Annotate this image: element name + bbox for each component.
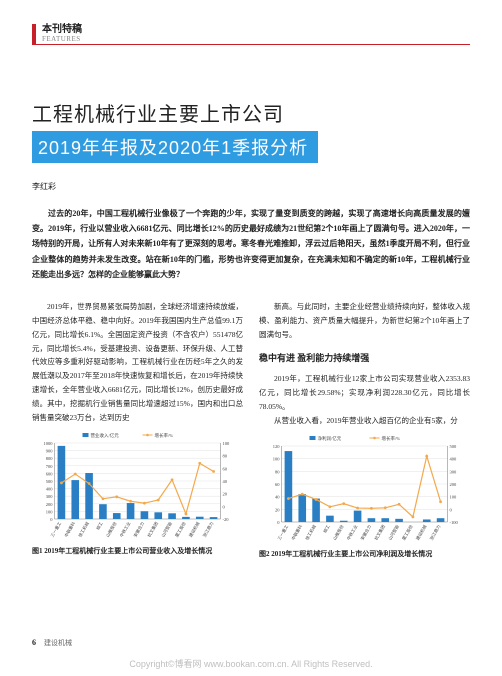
- svg-text:0: 0: [450, 507, 453, 512]
- body-columns: 2019年，世界贸易紧张局势加剧，全球经济增速持续放缓，中国经济总体平稳、稳中向…: [32, 300, 470, 561]
- svg-text:山河智能: 山河智能: [386, 523, 401, 542]
- svg-text:60: 60: [275, 482, 280, 487]
- right-p2: 从营业收入看，2019年营业收入超百亿的企业有5家，分: [259, 414, 470, 428]
- svg-text:山推股份: 山推股份: [104, 520, 119, 539]
- section-heading: 稳中有进 盈利能力持续增强: [259, 350, 470, 367]
- column-right: 新高。与此同时，主要企业经营业绩持续向好，整体收入规模、盈利能力、资产质量大幅提…: [259, 300, 470, 561]
- copyright-line: Copyright©博看网 www.bookan.com.cn. All Rig…: [0, 657, 502, 670]
- article-title: 工程机械行业主要上市公司: [32, 98, 470, 127]
- header-labels: 本刊特稿 FEATURES: [42, 24, 82, 43]
- svg-text:徐工机械: 徐工机械: [303, 523, 318, 542]
- svg-text:增长率/%: 增长率/%: [155, 432, 174, 439]
- svg-text:安徽合力: 安徽合力: [359, 523, 373, 541]
- svg-text:三一重工: 三一重工: [276, 523, 290, 541]
- svg-text:60: 60: [223, 466, 228, 471]
- svg-text:400: 400: [450, 456, 458, 461]
- svg-text:厦工股份: 厦工股份: [400, 523, 415, 542]
- svg-text:500: 500: [46, 479, 54, 484]
- svg-text:三一重工: 三一重工: [49, 520, 63, 538]
- svg-text:净利润/亿元: 净利润/亿元: [318, 435, 342, 442]
- page-number: 6: [32, 638, 36, 647]
- svg-text:700: 700: [46, 464, 54, 469]
- svg-text:80: 80: [275, 469, 280, 474]
- svg-text:80: 80: [223, 453, 228, 458]
- svg-text:900: 900: [46, 448, 54, 453]
- left-p1: 2019年，世界贸易紧张局势加剧，全球经济增速持续放缓，中国经济总体平稳、稳中向…: [32, 300, 243, 425]
- svg-text:500: 500: [450, 444, 458, 449]
- svg-text:浙江鼎力: 浙江鼎力: [201, 520, 215, 538]
- svg-text:山河智能: 山河智能: [159, 520, 174, 539]
- chart-left-caption: 图1 2019年工程机械行业主要上市公司营业收入及增长情况: [32, 545, 243, 558]
- svg-text:200: 200: [450, 482, 458, 487]
- svg-text:600: 600: [46, 471, 54, 476]
- svg-text:安徽合力: 安徽合力: [132, 520, 146, 538]
- section-title-en: FEATURES: [42, 35, 82, 43]
- svg-text:120: 120: [273, 444, 281, 449]
- svg-text:100: 100: [46, 509, 54, 514]
- author: 李红彩: [32, 181, 470, 192]
- svg-text:建设机械: 建设机械: [187, 520, 202, 539]
- section-title-cn: 本刊特稿: [42, 24, 82, 35]
- svg-text:20: 20: [223, 491, 228, 496]
- svg-text:300: 300: [450, 469, 458, 474]
- chart-right-svg: 0 20 40 60 80 100 120 -100 0 100 200 300 400 500 净利润/亿…: [259, 434, 470, 546]
- intro-paragraph: 过去的20年，中国工程机械行业像极了一个奔跑的少年，实现了量变到质变的跨越，实现…: [32, 206, 470, 282]
- svg-text:0: 0: [277, 520, 280, 525]
- header: 本刊特稿 FEATURES: [32, 24, 470, 44]
- svg-text:300: 300: [46, 494, 54, 499]
- svg-text:40: 40: [275, 494, 280, 499]
- left-p2-continuation: 新高。与此同时，主要企业经营业绩持续向好，整体收入规模、盈利能力、资产质量大幅提…: [259, 300, 470, 342]
- page: 本刊特稿 FEATURES 工程机械行业主要上市公司 2019年年报及2020年…: [0, 0, 502, 676]
- svg-text:20: 20: [275, 507, 280, 512]
- svg-text:中铁工业: 中铁工业: [345, 523, 359, 541]
- svg-text:100: 100: [273, 456, 281, 461]
- svg-text:建设机械: 建设机械: [414, 523, 429, 542]
- chart-right: 0 20 40 60 80 100 120 -100 0 100 200 300 400 500 净利润/亿…: [259, 434, 470, 546]
- svg-text:800: 800: [46, 456, 54, 461]
- header-rule: [32, 44, 470, 45]
- svg-text:1000: 1000: [44, 441, 54, 446]
- svg-text:柳工: 柳工: [321, 523, 331, 534]
- column-left: 2019年，世界贸易紧张局势加剧，全球经济增速持续放缓，中国经济总体平稳、稳中向…: [32, 300, 243, 561]
- svg-text:柳工: 柳工: [94, 520, 104, 531]
- svg-text:杭叉集团: 杭叉集团: [146, 520, 160, 538]
- svg-text:山推股份: 山推股份: [331, 523, 346, 542]
- svg-text:中铁工业: 中铁工业: [118, 520, 132, 538]
- svg-text:徐工机械: 徐工机械: [76, 520, 91, 539]
- svg-text:厦工股份: 厦工股份: [173, 520, 188, 539]
- header-accent-bar: [32, 24, 36, 44]
- svg-text:中联重科: 中联重科: [290, 523, 305, 542]
- svg-text:增长率/%: 增长率/%: [382, 435, 401, 442]
- article-subtitle: 2019年年报及2020年1季报分析: [32, 131, 318, 163]
- publication-name: 建设机械: [44, 639, 72, 647]
- svg-text:浙江鼎力: 浙江鼎力: [428, 523, 442, 541]
- svg-text:0: 0: [50, 517, 53, 522]
- svg-text:400: 400: [46, 486, 54, 491]
- chart-right-caption: 图2 2019年工程机械行业主要上市公司净利润及增长情况: [259, 548, 470, 561]
- svg-text:-100: -100: [450, 520, 459, 525]
- footer: 6 建设机械: [32, 638, 72, 648]
- chart-left-svg: 0 100 200 300 400 500 600 700 800 900 1000 -20 0 20 40…: [32, 431, 243, 543]
- chart-left: 0 100 200 300 400 500 600 700 800 900 1000 -20 0 20 40…: [32, 431, 243, 543]
- svg-text:40: 40: [223, 479, 228, 484]
- svg-text:杭叉集团: 杭叉集团: [373, 523, 387, 541]
- svg-text:0: 0: [223, 504, 226, 509]
- svg-text:100: 100: [223, 441, 231, 446]
- svg-text:中联重科: 中联重科: [63, 520, 78, 539]
- svg-text:营业收入/亿元: 营业收入/亿元: [91, 432, 120, 439]
- title-block: 工程机械行业主要上市公司 2019年年报及2020年1季报分析: [32, 98, 470, 163]
- svg-text:100: 100: [450, 494, 458, 499]
- right-p1: 2019年，工程机械行业12家上市公司实现营业收入2353.83亿元，同比增长2…: [259, 372, 470, 414]
- svg-text:-20: -20: [223, 517, 230, 522]
- svg-text:200: 200: [46, 502, 54, 507]
